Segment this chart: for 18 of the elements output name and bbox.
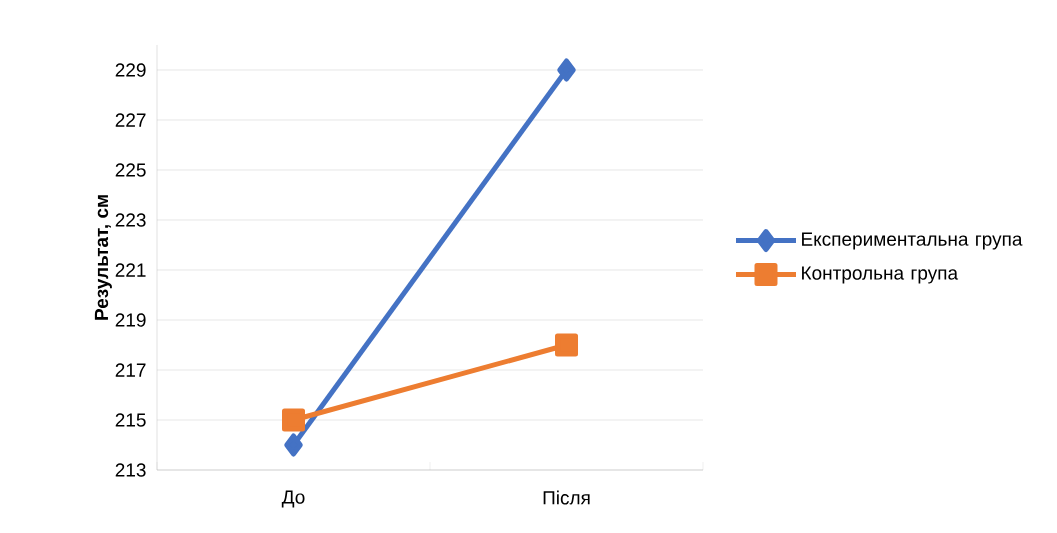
legend-label: Експериментальна група [802,232,1023,250]
point [282,408,305,432]
y-tick-label: 213 [115,463,146,477]
y-tick-label: 219 [115,313,146,327]
point [284,433,303,457]
legend-label: Контрольна група [802,266,959,284]
x-tick-label: До [281,490,305,508]
y-tick-label: 215 [115,413,146,427]
x-tick-label: Після [543,490,590,505]
y-tick-label: 229 [115,63,146,77]
y-tick-label: 221 [115,263,146,277]
point [555,333,579,357]
y-tick-label: 217 [115,363,146,377]
y-tick-label: 227 [115,113,146,127]
y-tick-label: 223 [115,213,146,227]
y-tick-label: 225 [115,163,146,177]
point [557,58,576,82]
y-axis-title: Результат, см [94,195,112,320]
